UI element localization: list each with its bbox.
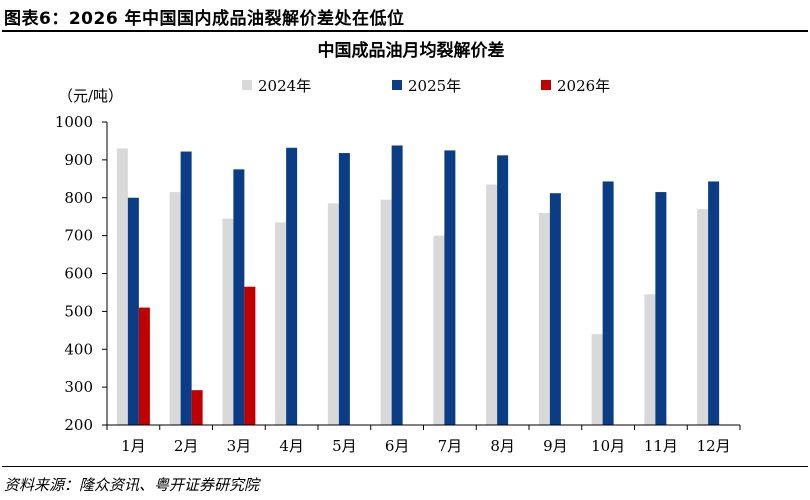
- x-tick-label: 3月: [227, 437, 252, 455]
- y-axis-unit-label: （元/吨）: [58, 87, 123, 105]
- bar-2024年-6月: [380, 199, 392, 425]
- legend-swatch: [541, 80, 551, 90]
- bar-2025年-4月: [286, 147, 298, 425]
- bar-2024年-5月: [327, 203, 339, 425]
- x-tick-label: 11月: [644, 437, 678, 455]
- y-tick-label: 500: [64, 302, 93, 320]
- x-tick-label: 8月: [490, 437, 515, 455]
- y-tick-label: 700: [64, 227, 93, 245]
- bar-2025年-2月: [180, 151, 192, 426]
- bar-2025年-11月: [655, 192, 667, 425]
- x-tick-label: 9月: [543, 437, 568, 455]
- bar-2025年-7月: [444, 150, 456, 425]
- bar-2024年-11月: [644, 294, 656, 425]
- y-tick-label: 800: [64, 189, 93, 207]
- bar-2025年-8月: [497, 155, 509, 425]
- bottom-rule: [2, 466, 808, 467]
- y-tick-label: 400: [64, 340, 93, 358]
- legend: 2024年 2025年 2026年: [242, 77, 610, 95]
- legend-label: 2026年: [557, 77, 610, 95]
- bar-2025年-5月: [338, 153, 350, 425]
- bar-2024年-12月: [697, 209, 709, 425]
- bar-2025年-9月: [549, 193, 561, 425]
- legend-swatch: [392, 80, 402, 90]
- bar-2025年-1月: [127, 197, 139, 425]
- x-tick-label: 6月: [385, 437, 410, 455]
- bar-2024年-9月: [538, 212, 550, 425]
- bar-2024年-8月: [486, 184, 498, 425]
- top-rule: [2, 30, 808, 32]
- y-tick-label: 200: [64, 416, 93, 434]
- y-tick-label: 900: [64, 151, 93, 169]
- bars: [116, 145, 720, 426]
- bar-2025年-12月: [708, 181, 720, 425]
- legend-label: 2025年: [408, 77, 461, 95]
- x-tick-label: 12月: [697, 437, 731, 455]
- chart-title: 中国成品油月均裂解价差: [318, 40, 505, 61]
- x-tick-label: 2月: [174, 437, 199, 455]
- y-tick-label: 600: [64, 265, 93, 283]
- bar-2024年-2月: [169, 192, 181, 425]
- x-tick-label: 10月: [591, 437, 625, 455]
- x-tick-label: 5月: [332, 437, 357, 455]
- bar-2024年-1月: [116, 148, 128, 425]
- x-tick-label: 4月: [279, 437, 304, 455]
- figure-title: 图表6：2026 年中国国内成品油裂解价差处在低位: [4, 9, 405, 29]
- x-axis-ticks: 1月 2月 3月 4月 5月 6月 7月 8月 9月 10月 11月 12月: [106, 425, 741, 455]
- bar-2024年-7月: [433, 235, 445, 425]
- bar-2025年-3月: [233, 169, 245, 425]
- bar-2026年-2月: [191, 390, 203, 425]
- y-axis-ticks: 200 300 400 500 600 700 800 900 1000: [55, 113, 107, 434]
- source-note: 资料来源：隆众资讯、粤开证券研究院: [4, 476, 260, 494]
- x-tick-label: 7月: [438, 437, 463, 455]
- bar-2024年-3月: [222, 218, 234, 425]
- bar-2024年-4月: [275, 222, 287, 425]
- bar-2025年-10月: [602, 181, 614, 425]
- bar-2026年-1月: [138, 307, 150, 425]
- legend-label: 2024年: [258, 77, 311, 95]
- bar-2024年-10月: [591, 334, 603, 425]
- y-tick-label: 1000: [55, 113, 93, 131]
- y-tick-label: 300: [64, 378, 93, 396]
- bar-2025年-6月: [391, 145, 403, 426]
- bar-2026年-3月: [244, 286, 256, 425]
- legend-swatch: [242, 80, 252, 90]
- x-tick-label: 1月: [121, 437, 146, 455]
